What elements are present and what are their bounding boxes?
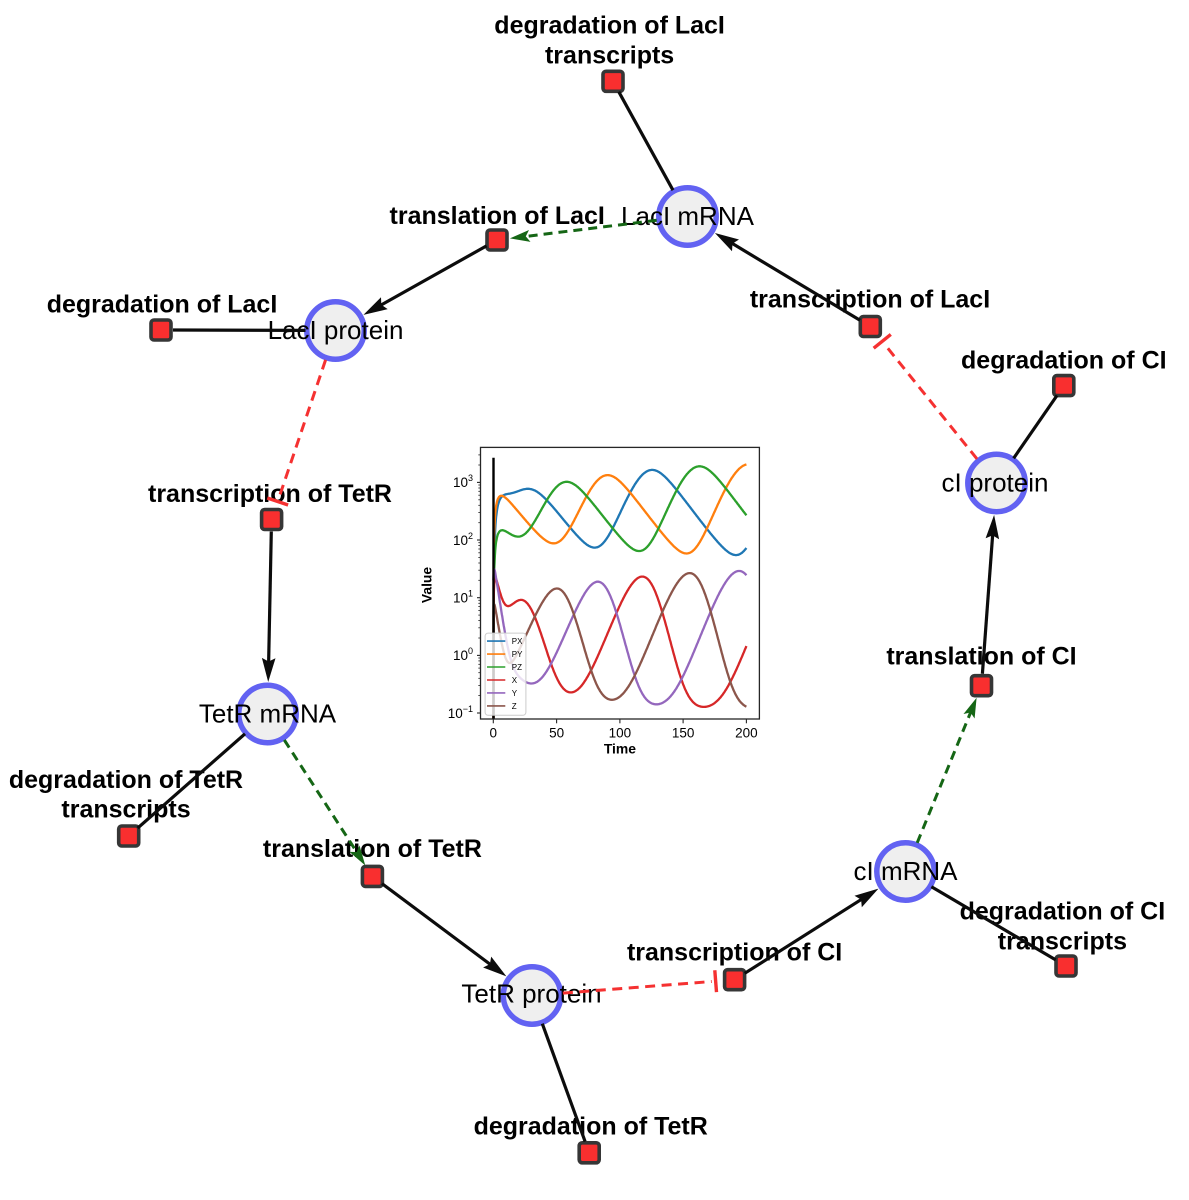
svg-text:degradation of TetR: degradation of TetR [474,1112,708,1140]
svg-text:Time: Time [604,741,636,757]
svg-text:TetR protein: TetR protein [461,979,601,1009]
svg-text:degradation of LacI: degradation of LacI [47,290,278,318]
svg-text:transcription of LacI: transcription of LacI [750,286,990,314]
svg-text:X: X [512,676,518,685]
svg-text:PX: PX [512,637,523,646]
svg-text:translation of LacI: translation of LacI [390,202,605,230]
svg-text:degradation of TetR: degradation of TetR [9,766,243,794]
svg-text:Y: Y [512,689,518,698]
svg-text:degradation of LacI: degradation of LacI [494,12,725,40]
svg-text:PZ: PZ [512,663,522,672]
svg-text:transcription of CI: transcription of CI [627,938,842,966]
svg-text:degradation of CI: degradation of CI [960,897,1166,925]
svg-text:cI mRNA: cI mRNA [854,856,959,886]
svg-text:transcripts: transcripts [998,928,1127,956]
svg-text:translation of TetR: translation of TetR [263,835,482,863]
svg-text:transcription of TetR: transcription of TetR [148,480,392,508]
svg-text:Value: Value [419,567,435,604]
svg-text:Z: Z [512,702,517,711]
svg-text:cI protein: cI protein [942,468,1049,498]
svg-text:PY: PY [512,650,523,659]
svg-text:0: 0 [490,725,498,740]
svg-text:TetR mRNA: TetR mRNA [199,699,337,729]
svg-text:50: 50 [549,725,564,740]
svg-text:degradation of CI: degradation of CI [961,346,1167,374]
svg-text:200: 200 [735,725,758,740]
svg-text:150: 150 [672,725,695,740]
svg-text:100: 100 [609,725,632,740]
svg-text:LacI mRNA: LacI mRNA [621,201,755,231]
svg-text:transcripts: transcripts [545,41,674,69]
